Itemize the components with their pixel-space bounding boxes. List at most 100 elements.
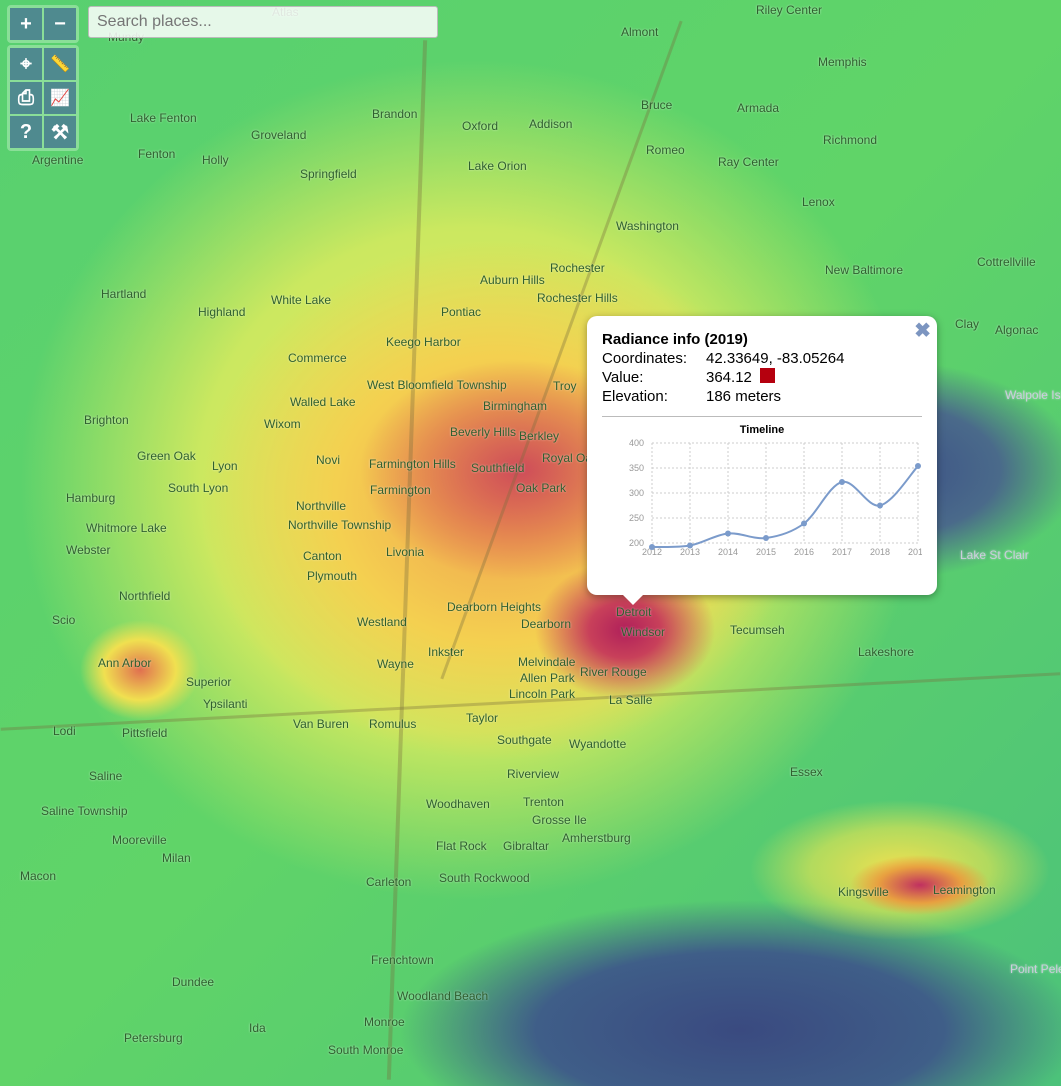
place-label: Detroit — [616, 605, 652, 619]
x-tick-label: 2012 — [642, 547, 662, 557]
elevation-value: 186 meters — [706, 388, 782, 405]
search-input[interactable] — [88, 6, 438, 38]
data-point — [915, 463, 921, 469]
x-tick-label: 2013 — [680, 547, 700, 557]
measure-button[interactable]: 📏 — [44, 48, 76, 80]
radiance-popup: ✖ Radiance info (2019) Coordinates: 42.33… — [587, 316, 937, 605]
x-tick-label: 2014 — [718, 547, 738, 557]
chart-icon: 📈 — [50, 90, 70, 107]
locate-button[interactable]: ⌖ — [10, 48, 42, 80]
place-label: Pontiac — [441, 305, 482, 319]
zoom-out-button[interactable]: − — [44, 8, 76, 40]
place-label: Beverly Hills — [450, 425, 517, 439]
popup-title: Radiance info (2019) — [602, 331, 748, 348]
place-label: Auburn Hills — [480, 273, 545, 287]
close-icon[interactable]: ✖ — [914, 320, 931, 342]
place-label: Trenton — [523, 795, 564, 809]
place-label: Wayne — [377, 657, 414, 671]
place-label: Plymouth — [307, 569, 358, 583]
x-tick-label: 2019 — [908, 547, 922, 557]
place-label: Berkley — [519, 429, 560, 443]
place-label: White Lake — [271, 293, 332, 307]
place-label: Oxford — [462, 119, 499, 133]
coordinates-value: 42.33649, -83.05264 — [706, 350, 845, 367]
place-label: Dearborn Heights — [447, 600, 542, 614]
place-label: Almont — [621, 25, 659, 39]
place-label: Saline — [89, 769, 123, 783]
place-label: Melvindale — [518, 655, 576, 669]
place-label: Hamburg — [66, 491, 116, 505]
place-label: Argentine — [32, 153, 84, 167]
place-label: Armada — [737, 101, 780, 115]
place-label: Gibraltar — [503, 839, 550, 853]
place-label: Livonia — [386, 545, 425, 559]
ruler-icon: 📏 — [50, 56, 70, 73]
place-label: Flat Rock — [436, 839, 487, 853]
y-tick-label: 300 — [629, 488, 644, 498]
place-label: Algonac — [995, 323, 1039, 337]
help-button[interactable]: ? — [10, 116, 42, 148]
place-label: Canton — [303, 549, 342, 563]
place-label: Groveland — [251, 128, 307, 142]
place-label: Southgate — [497, 733, 552, 747]
place-label: Novi — [316, 453, 341, 467]
place-label: Frenchtown — [371, 953, 434, 967]
place-label: Troy — [553, 379, 577, 393]
y-tick-label: 200 — [629, 538, 644, 548]
chart-title: Timeline — [740, 424, 784, 436]
value-color-swatch — [759, 368, 775, 383]
place-label: Springfield — [300, 167, 357, 181]
print-button[interactable]: ⎙ — [10, 82, 42, 114]
x-tick-label: 2017 — [832, 547, 852, 557]
place-label: Royal Oak — [542, 451, 599, 465]
place-label: Lake St Clair — [960, 548, 1029, 562]
chart-button[interactable]: 📈 — [44, 82, 76, 114]
place-label: Rochester Hills — [537, 291, 618, 305]
zoom-in-button[interactable]: + — [10, 8, 42, 40]
tool-control: ⌖ 📏 ⎙ 📈 ? ⚒ — [7, 45, 79, 151]
place-label: Milan — [162, 851, 191, 865]
place-label: Windsor — [621, 625, 666, 639]
place-label: Lincoln Park — [509, 687, 576, 701]
place-label: Cottrellville — [977, 255, 1036, 269]
place-label: South Rockwood — [439, 871, 530, 885]
place-label: Monroe — [364, 1015, 405, 1029]
place-label: West Bloomfield Township — [367, 378, 507, 392]
y-tick-label: 400 — [629, 438, 644, 448]
place-label: Lyon — [212, 459, 238, 473]
divider — [602, 416, 922, 417]
place-label: Clay — [955, 317, 980, 331]
place-label: Northville — [296, 499, 347, 513]
place-label: Lenox — [802, 195, 835, 209]
place-label: Lake Orion — [468, 159, 527, 173]
print-icon: ⎙ — [18, 86, 34, 109]
place-label: Riverview — [507, 767, 560, 781]
help-icon: ? — [19, 120, 33, 143]
place-label: Ray Center — [718, 155, 779, 169]
place-label: Webster — [66, 543, 111, 557]
place-label: Romulus — [369, 717, 417, 731]
place-label: Dundee — [172, 975, 215, 989]
place-label: Carleton — [366, 875, 412, 889]
data-point — [763, 535, 769, 541]
place-label: Amherstburg — [562, 831, 631, 845]
place-label: La Salle — [609, 693, 653, 707]
place-label: Kingsville — [838, 885, 889, 899]
place-label: Romeo — [646, 143, 685, 157]
place-label: Richmond — [823, 133, 878, 147]
place-label: River Rouge — [580, 665, 647, 679]
place-label: Bruce — [641, 98, 673, 112]
place-label: Brandon — [372, 107, 418, 121]
place-label: Northfield — [119, 589, 171, 603]
place-label: Macon — [20, 869, 57, 883]
place-label: Ypsilanti — [203, 697, 248, 711]
place-label: Essex — [790, 765, 823, 779]
place-label: Allen Park — [520, 671, 575, 685]
tools-icon: ⚒ — [51, 121, 69, 144]
place-label: Scio — [52, 613, 76, 627]
x-tick-label: 2016 — [794, 547, 814, 557]
settings-button[interactable]: ⚒ — [44, 116, 76, 148]
data-point — [877, 502, 883, 509]
place-label: Grosse Ile — [532, 813, 587, 827]
place-label: Woodhaven — [426, 797, 490, 811]
